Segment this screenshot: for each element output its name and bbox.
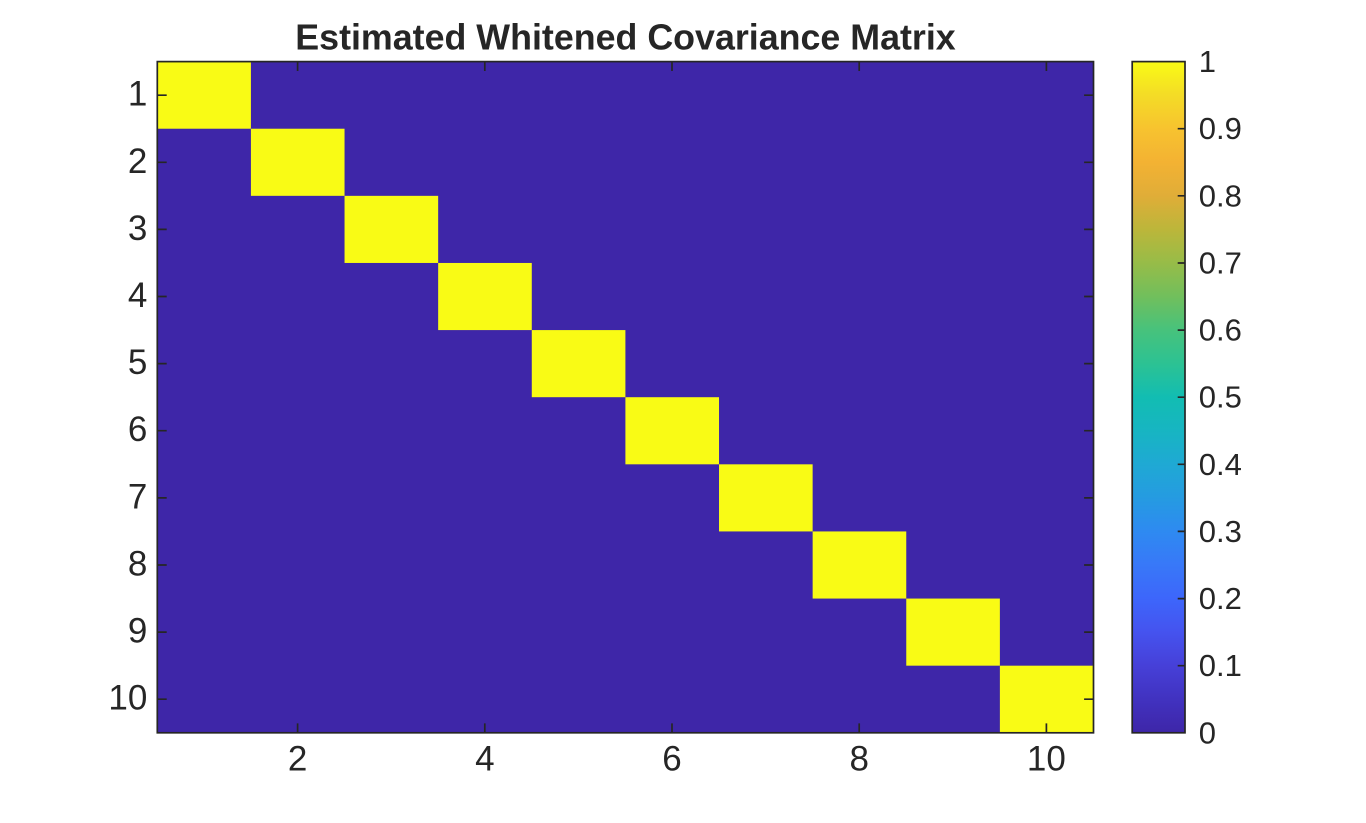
- svg-text:7: 7: [128, 477, 147, 516]
- svg-text:3: 3: [128, 209, 147, 248]
- svg-text:0: 0: [1199, 715, 1216, 750]
- svg-text:1: 1: [1199, 44, 1216, 79]
- svg-text:4: 4: [475, 740, 494, 779]
- svg-text:1: 1: [128, 75, 147, 114]
- svg-text:0.2: 0.2: [1199, 581, 1242, 616]
- svg-text:8: 8: [128, 545, 147, 584]
- svg-text:8: 8: [849, 740, 868, 779]
- svg-text:0.1: 0.1: [1199, 648, 1242, 683]
- svg-text:0.9: 0.9: [1199, 111, 1242, 146]
- svg-text:0.7: 0.7: [1199, 246, 1242, 281]
- svg-text:0.5: 0.5: [1199, 380, 1242, 415]
- svg-text:10: 10: [108, 679, 147, 718]
- svg-text:4: 4: [128, 276, 147, 315]
- svg-text:0.3: 0.3: [1199, 514, 1242, 549]
- svg-text:0.4: 0.4: [1199, 447, 1242, 482]
- svg-text:0.6: 0.6: [1199, 313, 1242, 348]
- svg-text:0.8: 0.8: [1199, 178, 1242, 213]
- svg-text:2: 2: [288, 740, 307, 779]
- svg-text:2: 2: [128, 142, 147, 181]
- svg-text:Estimated Whitened Covariance: Estimated Whitened Covariance Matrix: [295, 18, 956, 58]
- svg-text:5: 5: [128, 343, 147, 382]
- svg-text:9: 9: [128, 612, 147, 651]
- svg-text:6: 6: [662, 740, 681, 779]
- svg-text:10: 10: [1027, 740, 1066, 779]
- svg-text:6: 6: [128, 410, 147, 449]
